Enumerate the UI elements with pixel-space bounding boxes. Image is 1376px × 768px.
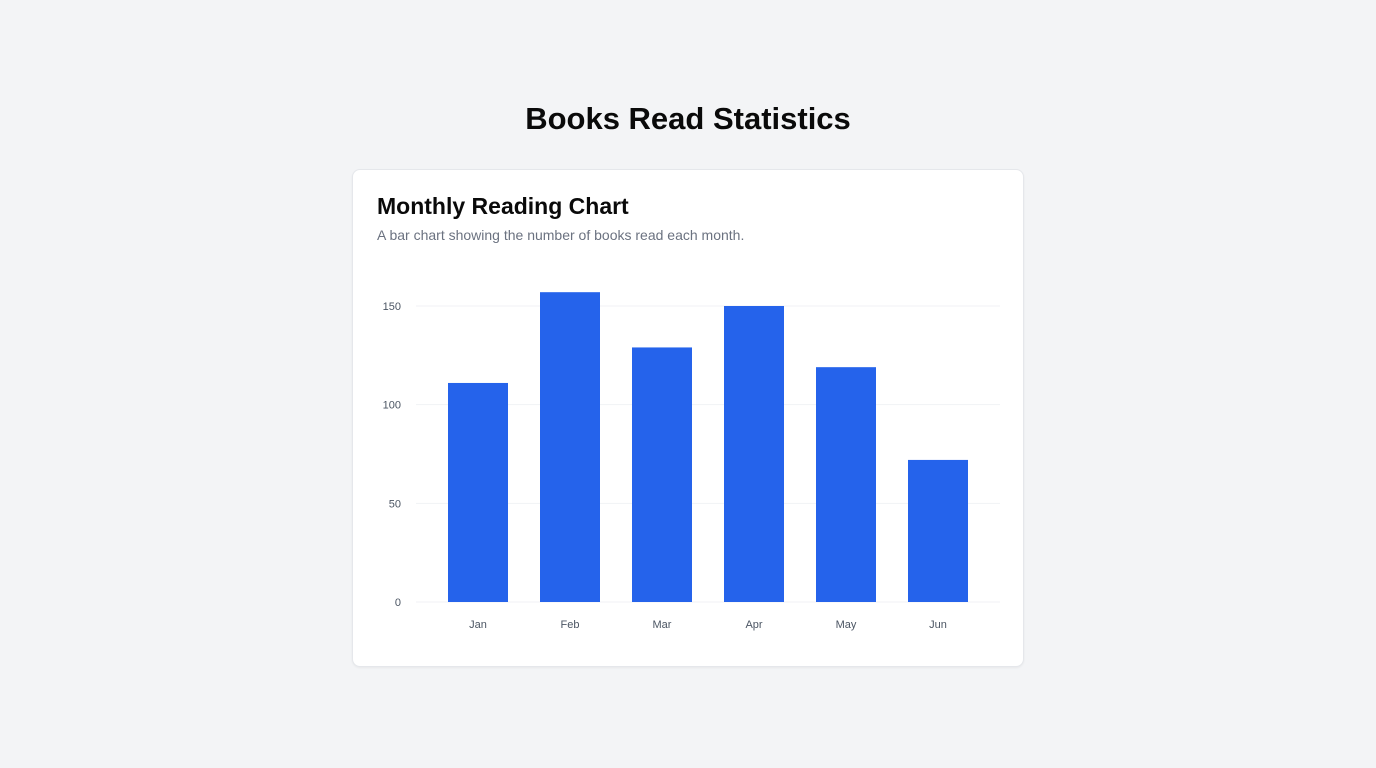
bar-mar[interactable] [632,347,692,602]
grid-layer [416,305,1000,603]
bar-feb[interactable] [540,292,600,602]
bar-chart: 0 50 100 150 Jan Feb Mar Apr May Jun [383,292,1000,631]
x-tick-label-jun: Jun [929,619,947,631]
y-tick-label: 100 [383,400,401,412]
x-tick-label-jan: Jan [469,619,487,631]
bar-jan[interactable] [448,382,508,602]
x-tick-label-may: May [836,619,857,631]
y-tick-label: 0 [395,597,401,609]
card-title: Monthly Reading Chart [377,193,629,219]
card-subtitle: A bar chart showing the number of books … [377,227,745,243]
x-tick-label-mar: Mar [653,619,672,631]
bars-layer [448,292,968,602]
bar-apr[interactable] [724,306,784,602]
x-tick-label-apr: Apr [745,619,762,631]
y-tick-label: 50 [389,498,401,510]
page-title: Books Read Statistics [525,101,851,136]
y-axis-ticks: 0 50 100 150 [383,301,401,609]
x-tick-label-feb: Feb [561,619,580,631]
y-tick-label: 150 [383,301,401,313]
chart-card: Monthly Reading Chart A bar chart showin… [352,169,1024,667]
x-axis-ticks: Jan Feb Mar Apr May Jun [469,619,947,631]
bar-jun[interactable] [908,459,968,602]
bar-may[interactable] [816,367,876,602]
